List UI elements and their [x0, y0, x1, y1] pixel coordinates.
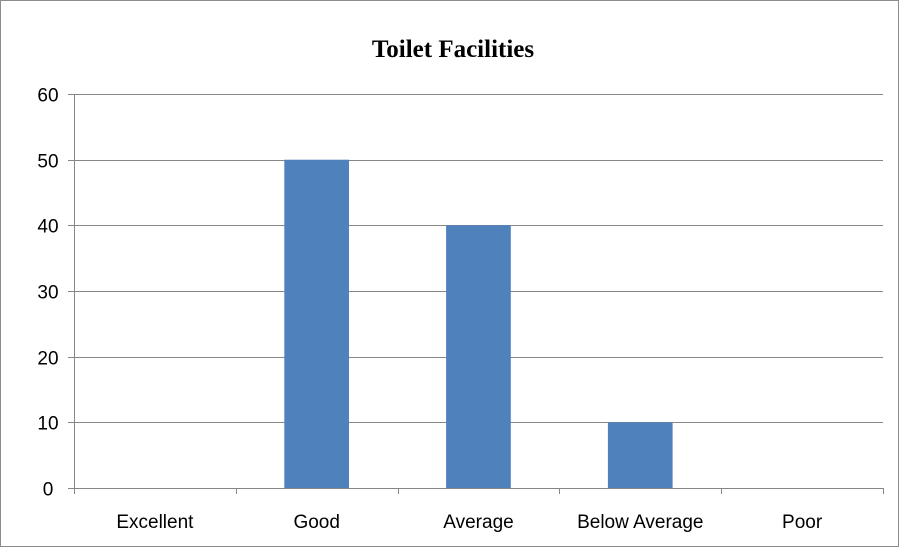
- axes: [68, 94, 884, 494]
- bar-average: [446, 225, 511, 489]
- x-tick-labels: Excellent Good Average Below Average Poor: [116, 512, 822, 533]
- x-tick-label: Excellent: [116, 512, 194, 533]
- x-tick-label: Average: [443, 512, 513, 533]
- y-tick-labels: 0 10 20 30 40 50 60: [37, 86, 58, 501]
- bar-below-average: [607, 422, 673, 488]
- bar-good: [284, 159, 349, 488]
- y-tick-label: 30: [37, 283, 58, 304]
- x-tick-label: Good: [293, 512, 339, 533]
- y-tick-label: 0: [43, 480, 54, 501]
- y-tick-label: 40: [37, 217, 58, 238]
- bars: [284, 159, 673, 489]
- y-tick-label: 10: [37, 414, 58, 435]
- y-tick-label: 60: [37, 86, 58, 107]
- y-tick-label: 50: [37, 152, 58, 173]
- chart-title: Toilet Facilities: [372, 36, 535, 63]
- x-tick-label: Poor: [782, 512, 823, 533]
- x-tick-label: Below Average: [577, 512, 703, 533]
- y-tick-label: 20: [37, 349, 58, 370]
